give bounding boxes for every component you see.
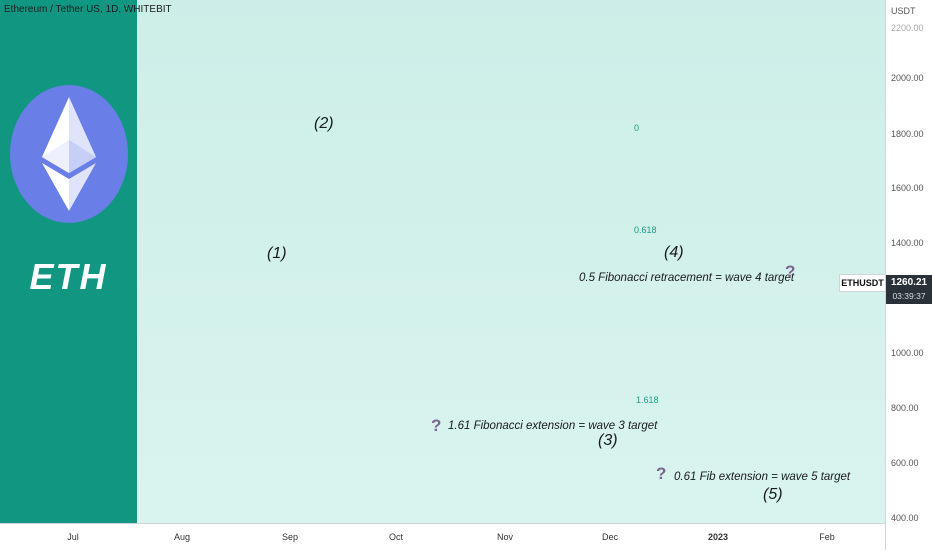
plot-area[interactable]	[0, 0, 885, 523]
y-tick-label: 400.00	[891, 513, 919, 523]
eth-logo-text: ETH	[29, 256, 108, 297]
x-tick-label: Feb	[819, 532, 835, 542]
last-price-box: 1260.21 03:39:37	[886, 275, 932, 304]
bar-countdown: 03:39:37	[892, 291, 926, 301]
question-mark-icon: ?	[656, 464, 667, 483]
y-tick-label: 800.00	[891, 403, 919, 413]
symbol-tag: ETHUSDT	[839, 274, 886, 292]
x-tick-label: Jul	[67, 532, 79, 542]
time-axis[interactable]	[0, 523, 885, 551]
ethereum-logo-icon	[10, 85, 128, 223]
x-tick-label: Dec	[601, 532, 619, 542]
chart-title: Ethereum / Tether US, 1D, WHITEBIT	[4, 4, 172, 15]
wave-2-label: (2)	[314, 115, 334, 132]
x-tick-label: Sep	[281, 532, 299, 542]
wave-1-label: (1)	[267, 245, 287, 262]
fib-level-1618-label: 1.618	[636, 395, 659, 405]
wave-4-target-note: 0.5 Fibonacci retracement = wave 4 targe…	[579, 272, 795, 284]
wave-3-label: (3)	[598, 432, 618, 449]
eth-logo-panel: ETH	[0, 0, 137, 523]
x-tick-label: Nov	[496, 532, 514, 542]
y-tick-label: 2000.00	[891, 73, 924, 83]
y-tick-label: 1400.00	[891, 238, 924, 248]
wave-5-label: (5)	[763, 486, 783, 503]
y-tick-label: 600.00	[891, 458, 919, 468]
wave-3-target-note: 1.61 Fibonacci extension = wave 3 target	[448, 420, 658, 432]
x-tick-label: Oct	[388, 532, 404, 542]
x-tick-label: 2023	[707, 532, 729, 542]
question-mark-icon: ?	[785, 262, 796, 281]
y-tick-label: 2200.00	[891, 23, 924, 33]
y-tick-label: 1800.00	[891, 129, 924, 139]
y-tick-label: 1600.00	[891, 183, 924, 193]
last-price-value: 1260.21	[890, 277, 928, 288]
currency-label: USDT	[891, 6, 916, 16]
y-tick-label: 1000.00	[891, 348, 924, 358]
wave-5-target-note: 0.61 Fib extension = wave 5 target	[674, 471, 851, 483]
wave-4-label: (4)	[664, 244, 684, 261]
fib-level-0-label: 0	[634, 123, 640, 133]
question-mark-icon: ?	[431, 416, 442, 435]
fib-level-0618-label: 0.618	[634, 225, 657, 235]
x-tick-label: Aug	[173, 532, 191, 542]
